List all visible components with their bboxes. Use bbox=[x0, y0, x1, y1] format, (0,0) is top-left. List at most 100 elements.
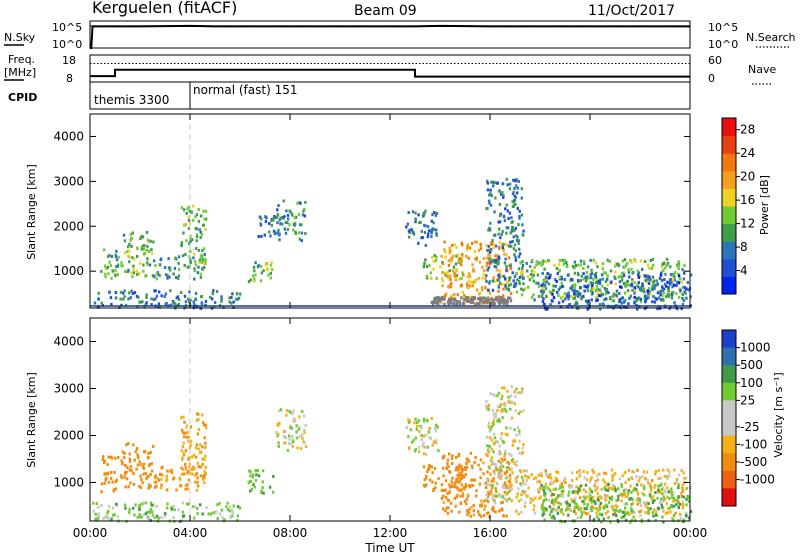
data-cell bbox=[590, 509, 594, 513]
data-cell bbox=[294, 230, 297, 234]
data-cell bbox=[460, 259, 463, 263]
data-cell bbox=[272, 218, 275, 222]
data-cell bbox=[196, 412, 199, 416]
data-cell bbox=[492, 246, 495, 250]
data-cell bbox=[612, 299, 616, 303]
data-cell bbox=[685, 497, 688, 501]
data-cell bbox=[504, 451, 507, 455]
data-cell bbox=[667, 289, 670, 293]
data-cell bbox=[440, 489, 443, 492]
data-cell bbox=[517, 412, 520, 416]
power-scatter-cells bbox=[90, 177, 693, 311]
data-cell bbox=[673, 301, 676, 305]
data-cell bbox=[216, 503, 219, 507]
data-cell bbox=[485, 452, 488, 456]
data-cell bbox=[137, 295, 140, 299]
data-cell bbox=[510, 228, 514, 232]
data-cell bbox=[488, 254, 492, 258]
data-cell bbox=[527, 275, 530, 279]
data-cell bbox=[496, 468, 499, 472]
data-cell bbox=[601, 284, 604, 288]
data-cell bbox=[106, 511, 109, 515]
data-cell bbox=[689, 273, 693, 277]
data-cell bbox=[132, 268, 135, 271]
data-cell bbox=[479, 467, 482, 471]
data-cell bbox=[682, 520, 685, 524]
data-cell bbox=[513, 439, 517, 443]
data-cell bbox=[453, 274, 456, 278]
data-cell bbox=[484, 286, 487, 290]
data-cell bbox=[526, 475, 529, 479]
data-cell bbox=[231, 514, 234, 518]
data-cell bbox=[460, 277, 463, 280]
ground-scatter-cell bbox=[492, 302, 495, 306]
data-cell bbox=[557, 487, 560, 491]
data-cell bbox=[598, 504, 601, 508]
data-cell bbox=[642, 470, 646, 474]
velocity-x-axis: 00:00 04:00 08:00 12:00 16:00 20:00 00:00 bbox=[73, 114, 707, 540]
data-cell bbox=[606, 488, 610, 492]
data-cell bbox=[480, 514, 483, 518]
data-cell bbox=[103, 461, 106, 465]
data-cell bbox=[457, 476, 461, 480]
data-cell bbox=[675, 503, 678, 507]
data-cell bbox=[526, 269, 529, 273]
data-cell bbox=[277, 444, 280, 448]
data-cell bbox=[590, 298, 593, 302]
data-cell bbox=[184, 466, 187, 470]
data-cell bbox=[485, 407, 489, 411]
data-cell bbox=[662, 509, 665, 513]
data-cell bbox=[649, 485, 653, 489]
data-cell bbox=[466, 282, 469, 286]
data-cell bbox=[302, 414, 306, 418]
data-cell bbox=[133, 257, 136, 261]
data-cell bbox=[621, 474, 624, 478]
data-cell bbox=[546, 272, 550, 276]
data-cell bbox=[632, 515, 635, 519]
data-cell bbox=[495, 490, 498, 493]
data-cell bbox=[231, 292, 234, 296]
data-cell bbox=[432, 227, 436, 231]
data-cell bbox=[506, 389, 509, 393]
data-cell bbox=[288, 434, 291, 438]
data-cell bbox=[468, 284, 471, 288]
data-cell bbox=[474, 456, 477, 459]
data-cell bbox=[184, 487, 187, 491]
data-cell bbox=[300, 409, 304, 413]
data-cell bbox=[440, 483, 444, 487]
data-cell bbox=[656, 506, 660, 510]
data-cell bbox=[505, 177, 508, 181]
data-cell bbox=[407, 211, 410, 214]
data-cell bbox=[596, 292, 599, 296]
data-cell bbox=[624, 284, 627, 288]
data-cell bbox=[589, 273, 592, 277]
y-tick-label: 1000 bbox=[53, 475, 84, 489]
data-cell bbox=[543, 494, 547, 498]
data-cell bbox=[486, 256, 489, 260]
data-cell bbox=[647, 287, 651, 290]
data-cell bbox=[501, 244, 504, 248]
data-cell bbox=[488, 425, 491, 429]
data-cell bbox=[533, 270, 536, 274]
data-cell bbox=[668, 470, 671, 474]
data-cell bbox=[610, 280, 613, 284]
velocity-colorbar-tick-label: 1000 bbox=[740, 341, 771, 355]
data-cell bbox=[679, 517, 683, 520]
data-cell bbox=[485, 435, 489, 439]
data-cell bbox=[492, 412, 496, 416]
data-cell bbox=[134, 450, 137, 454]
data-cell bbox=[563, 259, 566, 263]
data-cell bbox=[487, 408, 490, 411]
data-cell bbox=[278, 238, 281, 242]
data-cell bbox=[284, 221, 288, 225]
data-cell bbox=[554, 499, 557, 503]
data-cell bbox=[252, 483, 255, 487]
data-cell bbox=[457, 260, 461, 264]
data-cell bbox=[495, 467, 498, 471]
data-cell bbox=[199, 236, 202, 240]
data-cell bbox=[487, 405, 490, 409]
data-cell bbox=[127, 297, 130, 301]
data-cell bbox=[492, 450, 495, 454]
data-cell bbox=[200, 214, 203, 218]
data-cell bbox=[641, 284, 644, 288]
